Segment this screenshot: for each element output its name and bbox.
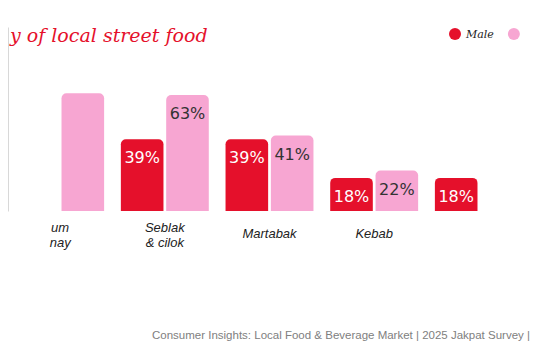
bar [330, 178, 373, 211]
bar [376, 171, 419, 211]
x-tick-label: umnay [50, 220, 72, 250]
data-labels: 39% 39% 18% 18% 63% 41% 22% [124, 104, 474, 206]
legend-label: Male [465, 28, 494, 41]
bar [226, 139, 269, 211]
legend-swatch [508, 28, 520, 40]
footer: Consumer Insights: Local Food & Beverage… [152, 329, 530, 341]
legend-swatch [449, 28, 461, 40]
bar [435, 178, 478, 211]
y-axis-line [8, 28, 9, 212]
x-axis-line [13, 211, 528, 212]
x-tick: Kebab [355, 211, 393, 241]
data-label: 18% [334, 187, 370, 206]
legend: Male [449, 28, 520, 41]
chart: y of local street food 39% 39% 18% 18% 63% 41%… [0, 0, 537, 360]
y-axis [8, 28, 9, 212]
x-tick-label: Kebab [355, 226, 393, 241]
x-tick: umnay [50, 211, 72, 250]
data-label: 39% [229, 148, 265, 167]
data-label: 63% [170, 104, 206, 123]
data-label: 18% [438, 187, 474, 206]
bar [166, 95, 209, 211]
data-label: 39% [124, 148, 160, 167]
x-tick: Seblak& cilok [145, 211, 186, 250]
bars [62, 93, 478, 211]
x-axis: umnay Seblak& cilok Martabak Kebab [13, 211, 528, 250]
data-label: 22% [379, 180, 415, 199]
title: y of local street food [9, 24, 208, 46]
bar [271, 136, 314, 211]
x-tick-label: Seblak& cilok [145, 220, 186, 250]
x-tick-label: Martabak [242, 226, 298, 241]
data-label: 41% [274, 145, 310, 164]
bar [62, 93, 105, 211]
bar [121, 139, 164, 211]
x-tick: Martabak [242, 211, 298, 241]
